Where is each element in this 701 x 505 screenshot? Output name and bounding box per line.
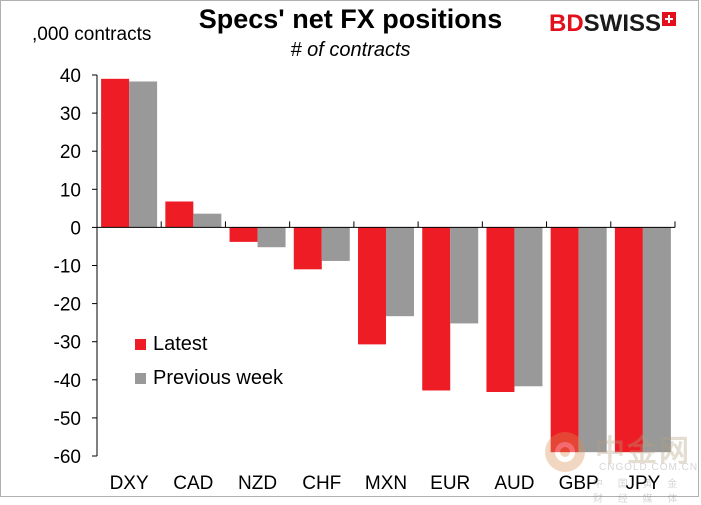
x-tick-label: MXN — [365, 473, 407, 494]
y-tick-label: -10 — [54, 257, 81, 278]
logo-text-swiss: SWISS — [583, 10, 662, 37]
y-tick-label: -20 — [54, 295, 81, 316]
bar-cad-previous-week — [193, 213, 222, 228]
y-tick-label: 20 — [60, 142, 81, 163]
bar-dxy-previous-week — [129, 81, 158, 228]
watermark: 中金网 CNGOLD.COM.CN 中 国 黄 金 财 经 媒 体 — [543, 426, 697, 505]
x-tick-label: AUD — [494, 473, 534, 494]
y-tick-label: 10 — [60, 180, 81, 201]
axis-layer: DXY CAD NZD CHF MXN EUR AUD GBP JPY 40 30 20 10 0 -10 -… — [54, 66, 676, 494]
bar-eur-previous-week — [450, 227, 479, 324]
y-tick-label: -30 — [54, 333, 81, 354]
chart-subtitle: # of contracts — [290, 39, 411, 61]
bar-aud-latest — [486, 227, 515, 392]
bar-nzd-latest — [229, 227, 258, 242]
legend-item-previous-week: Previous week — [135, 361, 283, 395]
legend-label-latest: Latest — [153, 332, 208, 355]
bar-dxy-latest — [101, 78, 130, 228]
x-tick-label: DXY — [110, 473, 149, 494]
y-tick-label: 40 — [60, 66, 81, 87]
bar-jpy-previous-week — [642, 227, 671, 453]
watermark-name: 中金网 — [595, 435, 691, 468]
x-tick-label: JPY — [625, 473, 660, 494]
bar-nzd-previous-week — [257, 227, 286, 248]
chart-title: Specs' net FX positions — [198, 4, 503, 34]
watermark-logo-icon — [545, 432, 585, 472]
legend-swatch-previous-week — [135, 372, 146, 384]
legend-item-latest: Latest — [135, 327, 283, 361]
bar-aud-previous-week — [514, 227, 543, 387]
x-tick-label: GBP — [559, 473, 599, 494]
legend-swatch-latest — [135, 338, 146, 350]
watermark-tagline: 中 国 黄 金 财 经 媒 体 — [593, 479, 684, 505]
y-tick-label: -60 — [54, 447, 81, 468]
bar-cad-latest — [165, 201, 194, 228]
logo-text-bd: BD — [549, 10, 584, 37]
bar-mxn-latest — [358, 227, 386, 345]
bar-jpy-latest — [614, 227, 643, 453]
bars-layer — [101, 78, 671, 453]
swiss-flag-icon — [662, 12, 677, 26]
bar-chf-latest — [293, 227, 322, 270]
bar-chf-previous-week — [321, 227, 350, 261]
y-tick-label: 0 — [70, 218, 81, 239]
bar-mxn-previous-week — [386, 227, 414, 317]
y-axis-label: ,000 contracts — [32, 24, 152, 45]
x-tick-label: CAD — [173, 473, 213, 494]
bar-gbp-latest — [550, 227, 579, 453]
x-tick-label: EUR — [430, 473, 470, 494]
bar-eur-latest — [422, 227, 451, 391]
chart-legend: Latest Previous week — [135, 327, 283, 395]
bdswiss-logo: BD SWISS — [549, 10, 677, 38]
y-tick-label: 30 — [60, 104, 81, 125]
y-tick-label: -50 — [54, 409, 81, 430]
bar-gbp-previous-week — [578, 227, 607, 453]
y-tick-label: -40 — [54, 371, 81, 392]
legend-label-previous-week: Previous week — [153, 366, 284, 389]
x-tick-label: CHF — [302, 473, 341, 494]
watermark-url: CNGOLD.COM.CN — [599, 462, 699, 473]
x-tick-label: NZD — [238, 473, 277, 494]
